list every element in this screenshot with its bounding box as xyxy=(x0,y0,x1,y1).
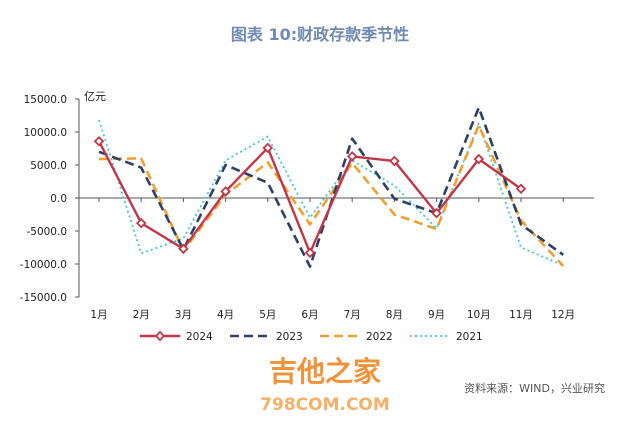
legend-label-2022: 2022 xyxy=(366,331,393,343)
x-tick-label: 4月 xyxy=(217,309,234,321)
data-point-2024 xyxy=(515,183,527,195)
series-line-2022 xyxy=(98,124,565,267)
series-line-2023 xyxy=(98,106,564,268)
x-tick-label: 2月 xyxy=(133,309,150,321)
y-tick-label: -10000.0 xyxy=(20,259,67,271)
x-tick-label: 5月 xyxy=(259,309,276,321)
y-axis-unit: 亿元 xyxy=(84,90,106,103)
y-tick-label: -5000.0 xyxy=(26,226,67,238)
source-note: 资料来源：WIND，兴业研究 xyxy=(464,381,605,395)
x-tick-label: 3月 xyxy=(175,309,192,321)
y-tick-label: -15000.0 xyxy=(20,292,67,304)
data-point-2024 xyxy=(93,135,105,147)
chart-title: 图表 10:财政存款季节性 xyxy=(231,25,409,44)
legend-label-2023: 2023 xyxy=(276,331,303,343)
y-tick-label: 0.0 xyxy=(50,193,67,205)
x-tick-label: 10月 xyxy=(467,309,491,321)
data-point-2024 xyxy=(304,247,316,259)
watermark-url: 798COM.COM xyxy=(260,395,390,415)
watermark: 吉他之家 798COM.COM xyxy=(260,355,390,415)
x-axis: 1月 2月 3月 4月 5月 6月 7月 8月 9月 10月 11月 12月 xyxy=(90,198,575,321)
legend-label-2021: 2021 xyxy=(456,331,483,343)
data-point-2024 xyxy=(346,151,358,162)
y-tick-label: 5000.0 xyxy=(30,160,67,172)
x-tick-label: 1月 xyxy=(90,309,107,321)
legend-label-2024: 2024 xyxy=(186,331,213,343)
x-tick-label: 12月 xyxy=(551,309,575,321)
legend: 2024 2023 2022 2021 xyxy=(140,330,483,343)
y-tick-label: 15000.0 xyxy=(24,94,67,106)
x-tick-label: 7月 xyxy=(344,309,361,321)
data-point-2024 xyxy=(178,243,189,255)
y-axis: 15000.0 10000.0 5000.0 0.0 -5000.0 -10000.0 -1… xyxy=(20,94,79,304)
x-tick-label: 9月 xyxy=(428,309,445,321)
data-point-2024 xyxy=(135,217,147,229)
legend-marker-2024 xyxy=(154,330,166,342)
data-point-2024 xyxy=(389,155,400,167)
data-point-2024 xyxy=(473,153,485,165)
x-tick-label: 11月 xyxy=(509,309,533,321)
series-line-2024 xyxy=(97,140,522,255)
data-point-2024 xyxy=(220,186,231,197)
watermark-text: 吉他之家 xyxy=(269,355,381,388)
data-point-2024 xyxy=(262,142,274,154)
x-tick-label: 8月 xyxy=(386,309,403,321)
data-point-2024 xyxy=(431,207,442,219)
series-layer xyxy=(93,106,565,268)
y-tick-label: 10000.0 xyxy=(24,127,67,139)
x-tick-label: 6月 xyxy=(301,309,318,321)
